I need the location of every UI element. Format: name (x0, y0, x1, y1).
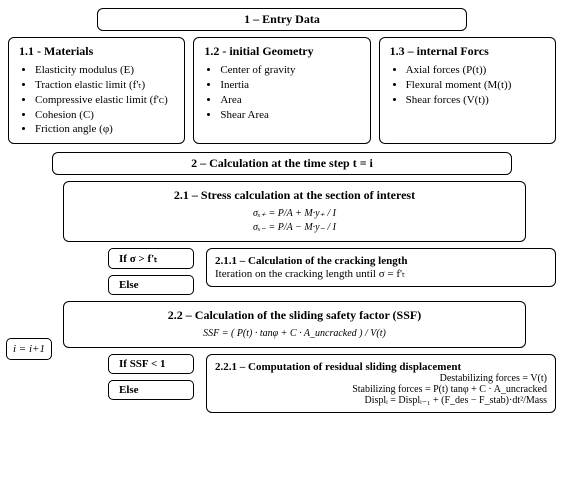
list-item: Axial forces (P(t)) (406, 63, 545, 78)
list-item: Friction angle (φ) (35, 122, 174, 137)
node-entry: 1 – Entry Data (97, 8, 467, 31)
node-materials: 1.1 - Materials Elasticity modulus (E) T… (8, 37, 185, 144)
node-resid: 2.2.1 – Computation of residual sliding … (206, 354, 556, 413)
list-item: Flexural moment (M(t)) (406, 78, 545, 93)
list-item: Elasticity modulus (E) (35, 63, 174, 78)
cond1-row: If σ > f'ₜ Else 2.1.1 – Calculation of t… (108, 248, 556, 295)
geometry-title: 1.2 - initial Geometry (204, 44, 359, 59)
resid-title: 2.2.1 – Computation of residual sliding … (215, 361, 547, 373)
cond2-else: Else (108, 380, 194, 400)
materials-title: 1.1 - Materials (19, 44, 174, 59)
list-item: Area (220, 93, 359, 108)
list-item: Shear forces (V(t)) (406, 93, 545, 108)
stress-title: 2.1 – Stress calculation at the section … (74, 188, 515, 203)
stress-formula2: σₓ₋ = P/A − M·y₋ / I (74, 221, 515, 235)
crack-text: Iteration on the cracking length until σ… (215, 268, 405, 280)
node-stress: 2.1 – Stress calculation at the section … (63, 181, 526, 242)
node-calc: 2 – Calculation at the time step t = i (52, 152, 512, 175)
flowchart-root: 1 – Entry Data 1.1 - Materials Elasticit… (8, 8, 556, 413)
cond2-col: If SSF < 1 Else (108, 354, 194, 400)
row-inputs: 1.1 - Materials Elasticity modulus (E) T… (8, 37, 556, 144)
resid-line1: Destabilizing forces = V(t) (215, 373, 547, 384)
forces-title: 1.3 – internal Forcs (390, 44, 545, 59)
cond2-row: If SSF < 1 Else 2.2.1 – Computation of r… (108, 354, 556, 413)
ssf-title: 2.2 – Calculation of the sliding safety … (74, 308, 515, 323)
ssf-formula: SSF = ( P(t) · tanφ + C · A_uncracked ) … (74, 327, 515, 341)
materials-list: Elasticity modulus (E) Traction elastic … (19, 63, 174, 137)
node-crack: 2.1.1 – Calculation of the cracking leng… (206, 248, 556, 287)
cond1-col: If σ > f'ₜ Else (108, 248, 194, 295)
list-item: Compressive elastic limit (f'ᴄ) (35, 93, 174, 108)
cond1-if: If σ > f'ₜ (108, 248, 194, 269)
list-item: Center of gravity (220, 63, 359, 78)
list-item: Traction elastic limit (f'ₜ) (35, 78, 174, 93)
resid-line3: Displᵢ = Displᵢ₋₁ + (F_des − F_stab)·dt²… (215, 395, 547, 406)
stress-formula1: σₓ₊ = P/A + M·y₊ / I (74, 207, 515, 221)
node-geometry: 1.2 - initial Geometry Center of gravity… (193, 37, 370, 144)
node-forces: 1.3 – internal Forcs Axial forces (P(t))… (379, 37, 556, 144)
node-ssf: 2.2 – Calculation of the sliding safety … (63, 301, 526, 348)
list-item: Cohesion (C) (35, 108, 174, 123)
crack-title: 2.1.1 – Calculation of the cracking leng… (215, 255, 408, 267)
forces-list: Axial forces (P(t)) Flexural moment (M(t… (390, 63, 545, 108)
resid-line2: Stabilizing forces = P(t) tanφ + C · A_u… (215, 384, 547, 395)
cond2-if: If SSF < 1 (108, 354, 194, 374)
list-item: Shear Area (220, 108, 359, 123)
geometry-list: Center of gravity Inertia Area Shear Are… (204, 63, 359, 122)
cond1-else: Else (108, 275, 194, 295)
node-iter: i = i+1 (6, 338, 52, 360)
list-item: Inertia (220, 78, 359, 93)
